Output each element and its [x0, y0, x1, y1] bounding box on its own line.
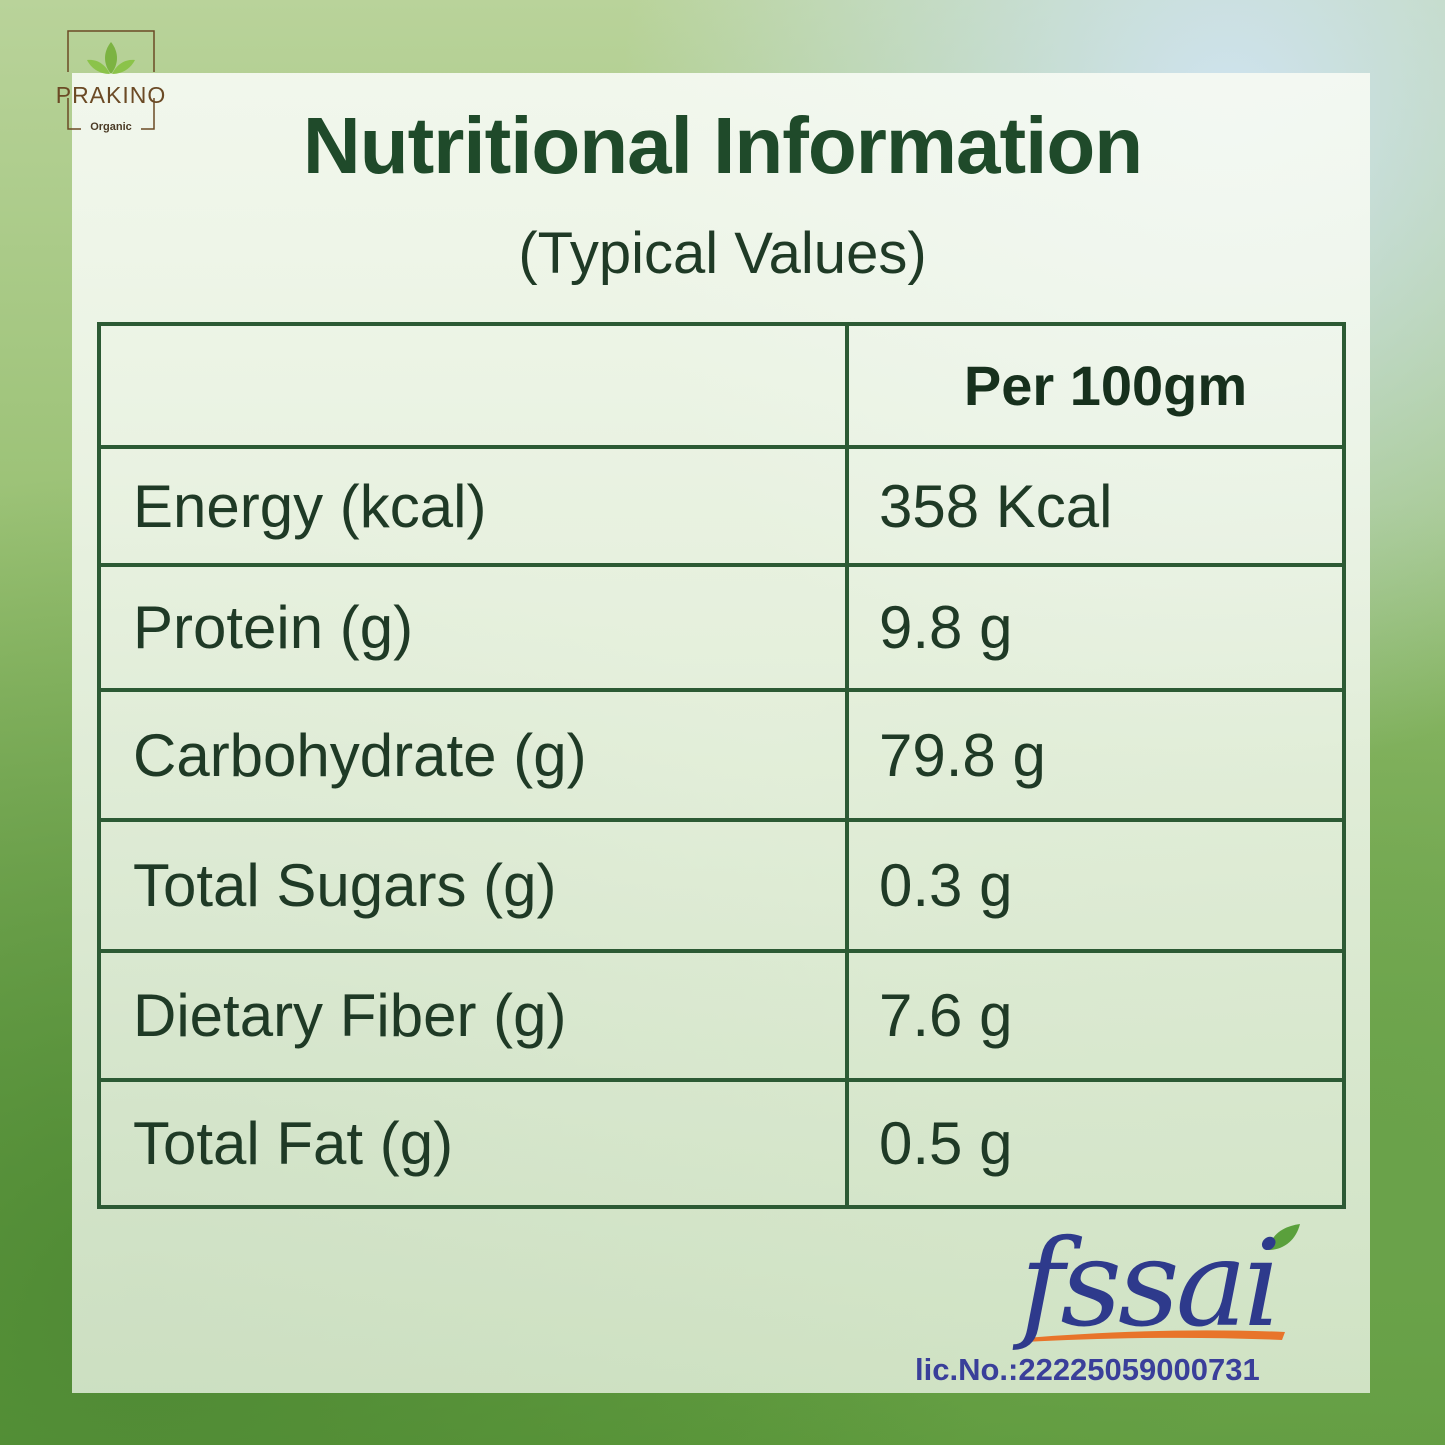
nutrient-name: Total Fat (g)	[97, 1078, 849, 1209]
brand-name: PRAKINO	[55, 82, 167, 108]
logo-frame	[67, 30, 155, 130]
subtitle: (Typical Values)	[518, 221, 927, 286]
nutrient-value: 7.6 g	[845, 949, 1346, 1082]
table-row: Carbohydrate (g) 79.8 g	[97, 688, 1346, 822]
nutrient-value: 79.8 g	[845, 688, 1346, 822]
nutrient-value: 9.8 g	[845, 563, 1346, 692]
license-number: lic.No.:22225059000731	[915, 1352, 1260, 1387]
table-row: Energy (kcal) 358 Kcal	[97, 445, 1346, 567]
fssai-swoosh	[1025, 1224, 1300, 1342]
brand-tagline: Organic	[90, 121, 132, 133]
header-cell: Per 100gm	[845, 322, 1346, 449]
header-cell	[97, 322, 849, 449]
table-row: Protein (g) 9.8 g	[97, 563, 1346, 692]
nutrition-table: Per 100gm Energy (kcal) 358 Kcal Protein (…	[97, 322, 1346, 1209]
nutrient-value: 0.3 g	[845, 818, 1346, 953]
title: Nutritional Information	[302, 101, 1143, 190]
fssai-logo: fssai	[1020, 1215, 1281, 1354]
table-row: Total Fat (g) 0.5 g	[97, 1078, 1346, 1209]
header-row: Per 100gm	[97, 322, 1346, 449]
nutrient-name: Dietary Fiber (g)	[97, 949, 849, 1082]
nutrient-value: 358 Kcal	[845, 445, 1346, 567]
nutrient-name: Total Sugars (g)	[97, 818, 849, 953]
table-row: Total Sugars (g) 0.3 g	[97, 818, 1346, 953]
nutrient-name: Energy (kcal)	[97, 445, 849, 567]
nutrient-name: Protein (g)	[97, 563, 849, 692]
nutrient-value: 0.5 g	[845, 1078, 1346, 1209]
table-row: Dietary Fiber (g) 7.6 g	[97, 949, 1346, 1082]
nutrient-name: Carbohydrate (g)	[97, 688, 849, 822]
